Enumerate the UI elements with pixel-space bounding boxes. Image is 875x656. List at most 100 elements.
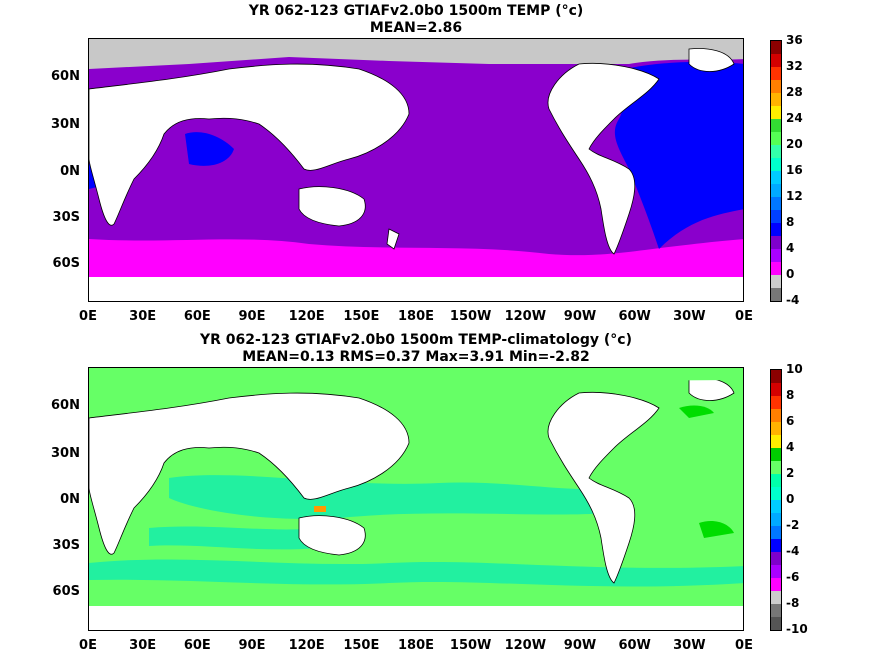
panel1-lon-label: 60W xyxy=(618,309,651,324)
colorbar-swatch xyxy=(771,526,781,539)
panel2-lon-label: 120E xyxy=(288,638,325,653)
north-atlantic-green-patch xyxy=(679,405,714,418)
colorbar-swatch xyxy=(771,93,781,106)
colorbar-label: -4 xyxy=(786,293,800,307)
colorbar-swatch xyxy=(771,275,781,288)
colorbar-swatch xyxy=(771,500,781,513)
colorbar-swatch xyxy=(771,604,781,617)
panel1-lon-label: 0E xyxy=(735,309,753,324)
panel1-lon-label: 120W xyxy=(504,309,547,324)
panel2-lon-label: 0E xyxy=(79,638,97,653)
panel2-lon-label: 30E xyxy=(129,638,157,653)
panel1-lon-label: 0E xyxy=(79,309,97,324)
colorbar-swatch xyxy=(771,106,781,119)
colorbar-swatch xyxy=(771,158,781,171)
colorbar-swatch xyxy=(771,513,781,526)
panel2-lon-label: 60E xyxy=(183,638,211,653)
panel2-lat-0n: 0N xyxy=(60,492,80,507)
colorbar-swatch xyxy=(771,474,781,487)
eurasia-africa-land-2 xyxy=(89,392,410,555)
greenland-land xyxy=(688,48,735,72)
colorbar-swatch xyxy=(771,409,781,422)
colorbar-swatch xyxy=(771,422,781,435)
panel1-lon-label: 30W xyxy=(673,309,706,324)
panel2-lon-label: 90W xyxy=(563,638,597,653)
colorbar-swatch xyxy=(771,184,781,197)
colorbar-swatch xyxy=(771,132,781,145)
colorbar-label: 24 xyxy=(786,111,803,125)
panel2-title-line1: YR 062-123 GTIAFv2.0b0 1500m TEMP-climat… xyxy=(200,332,632,348)
colorbar-label: 10 xyxy=(786,362,803,376)
colorbar-label: 32 xyxy=(786,59,803,73)
colorbar-swatch xyxy=(771,461,781,474)
colorbar-swatch xyxy=(771,396,781,409)
new-zealand-land xyxy=(386,228,400,250)
colorbar-swatch xyxy=(771,370,781,383)
colorbar-label: 20 xyxy=(786,137,803,151)
colorbar-label: -4 xyxy=(786,544,800,558)
panel1-lat-0n: 0N xyxy=(60,164,80,179)
colorbar-swatch xyxy=(771,565,781,578)
panel2-colorbar xyxy=(770,369,782,631)
colorbar-swatch xyxy=(771,223,781,236)
panel2-lon-label: 120W xyxy=(504,638,547,653)
panel2-lon-label: 0E xyxy=(735,638,753,653)
panel2-lon-label: 150W xyxy=(449,638,492,653)
colorbar-swatch xyxy=(771,236,781,249)
southern-ocean-band xyxy=(89,239,743,279)
panel1-lon-label: 120E xyxy=(288,309,325,324)
arctic-ice xyxy=(89,39,743,69)
colorbar-label: 4 xyxy=(786,241,795,255)
panel1-lon-label: 60E xyxy=(183,309,211,324)
colorbar-swatch xyxy=(771,249,781,262)
colorbar-swatch xyxy=(771,487,781,500)
colorbar-label: 0 xyxy=(786,267,795,281)
antarctica-land-2 xyxy=(89,606,743,630)
americas-land-2 xyxy=(547,392,660,584)
colorbar-label: 16 xyxy=(786,163,803,177)
colorbar-label: 28 xyxy=(786,85,803,99)
colorbar-swatch xyxy=(771,145,781,158)
panel1-map-svg xyxy=(89,39,743,301)
colorbar-swatch xyxy=(771,435,781,448)
panel1-lon-label: 90W xyxy=(563,309,597,324)
colorbar-swatch xyxy=(771,578,781,591)
panel1-colorbar xyxy=(770,40,782,302)
panel1-lat-60s: 60S xyxy=(52,256,80,271)
colorbar-label: 0 xyxy=(786,492,795,506)
atlantic-warm-region xyxy=(614,61,743,249)
panel2-map xyxy=(88,367,744,631)
colorbar-label: 2 xyxy=(786,466,795,480)
indian-aqua-band xyxy=(149,526,319,550)
panel2-lat-60s: 60S xyxy=(52,584,80,599)
colorbar-swatch xyxy=(771,119,781,132)
colorbar-label: 8 xyxy=(786,215,795,229)
colorbar-swatch xyxy=(771,54,781,67)
panel2-lon-label: 90E xyxy=(238,638,266,653)
colorbar-swatch xyxy=(771,262,781,275)
colorbar-swatch xyxy=(771,197,781,210)
panel1-lon-label: 90E xyxy=(238,309,266,324)
colorbar-swatch xyxy=(771,448,781,461)
colorbar-swatch xyxy=(771,41,781,54)
colorbar-swatch xyxy=(771,171,781,184)
americas-land xyxy=(547,63,660,255)
colorbar-label: 12 xyxy=(786,189,803,203)
panel1-lon-label: 180E xyxy=(397,309,435,324)
indonesia-orange-spot xyxy=(314,506,326,512)
southern-aqua-band xyxy=(89,559,743,587)
colorbar-swatch xyxy=(771,383,781,396)
panel1-map xyxy=(88,38,744,302)
panel2-title-line2: MEAN=0.13 RMS=0.37 Max=3.91 Min=-2.82 xyxy=(242,349,590,365)
arctic-anomaly xyxy=(89,368,743,384)
colorbar-label: 8 xyxy=(786,388,795,402)
eurasia-africa-land xyxy=(89,63,410,226)
colorbar-swatch xyxy=(771,591,781,604)
panel1-title-line1: YR 062-123 GTIAFv2.0b0 1500m TEMP (°c) xyxy=(248,3,584,19)
panel2-lat-30s: 30S xyxy=(52,538,80,553)
colorbar-label: 6 xyxy=(786,414,795,428)
panel1-lon-label: 150E xyxy=(343,309,380,324)
panel1-lon-label: 150W xyxy=(449,309,492,324)
panel1-lat-30n: 30N xyxy=(51,117,80,132)
panel2-lon-label: 180E xyxy=(397,638,435,653)
